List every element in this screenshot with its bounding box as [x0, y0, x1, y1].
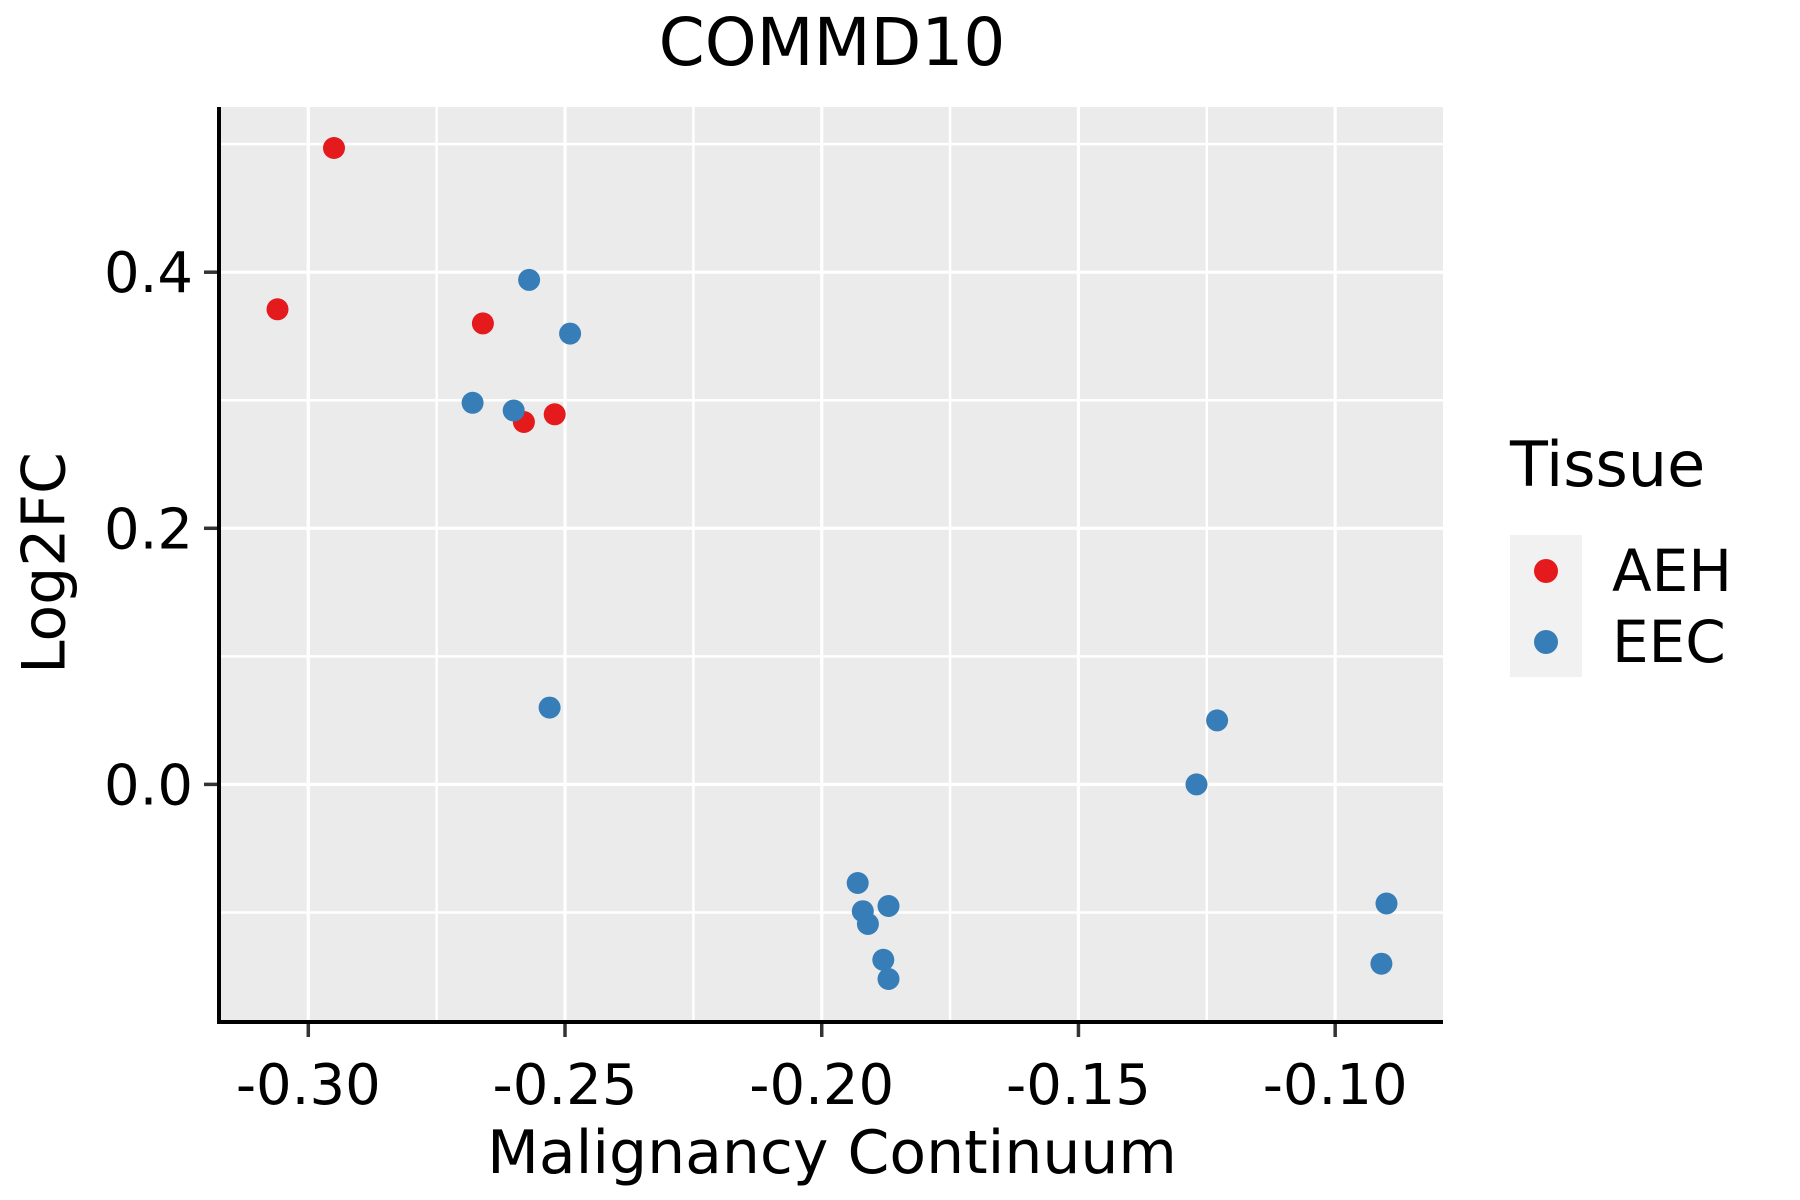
legend-key-background [1510, 535, 1582, 606]
y-tick-label: 0.0 [104, 753, 193, 818]
x-tick-label: -0.30 [236, 1053, 381, 1118]
data-point-eec [538, 696, 561, 719]
legend-key-background [1510, 606, 1582, 677]
data-point-aeh [266, 298, 289, 321]
data-point-eec [559, 322, 582, 345]
legend-key-box: AEH EEC [1510, 535, 1732, 677]
data-point-eec [461, 391, 484, 414]
data-point-aeh [543, 403, 566, 426]
data-point-eec [518, 268, 541, 291]
x-tick-label: -0.10 [1263, 1053, 1408, 1118]
legend-item-eec: EEC [1510, 606, 1732, 677]
data-point-aeh [471, 312, 494, 335]
data-point-eec [1370, 952, 1393, 975]
legend-label-aeh: AEH [1612, 536, 1732, 605]
x-tick-label: -0.25 [493, 1053, 638, 1118]
legend-label-eec: EEC [1612, 607, 1726, 676]
aeh-point-icon [1534, 558, 1558, 583]
x-tick-label: -0.20 [749, 1053, 894, 1118]
chart-title: COMMD10 [658, 4, 1006, 81]
legend-item-aeh: AEH [1510, 535, 1732, 606]
data-point-eec [1375, 892, 1398, 915]
x-tick-label: -0.15 [1006, 1053, 1151, 1118]
data-point-eec [856, 913, 879, 935]
data-point-eec [877, 895, 900, 917]
data-point-eec [1185, 773, 1208, 796]
data-point-eec [877, 968, 900, 990]
data-point-aeh [323, 137, 345, 159]
legend: Tissue AEH EEC [1510, 430, 1732, 677]
x-axis-title: Malignancy Continuum [487, 1118, 1177, 1188]
plot-panel [221, 107, 1443, 1020]
y-tick-label: 0.4 [104, 241, 193, 306]
data-point-eec [846, 872, 869, 894]
y-tick-label: 0.2 [104, 497, 193, 562]
data-point-eec [1206, 709, 1229, 732]
y-axis-title: Log2FC [9, 452, 80, 674]
legend-title: Tissue [1510, 428, 1706, 501]
data-point-eec [502, 399, 525, 422]
eec-point-icon [1534, 629, 1558, 654]
data-point-eec [872, 948, 895, 971]
